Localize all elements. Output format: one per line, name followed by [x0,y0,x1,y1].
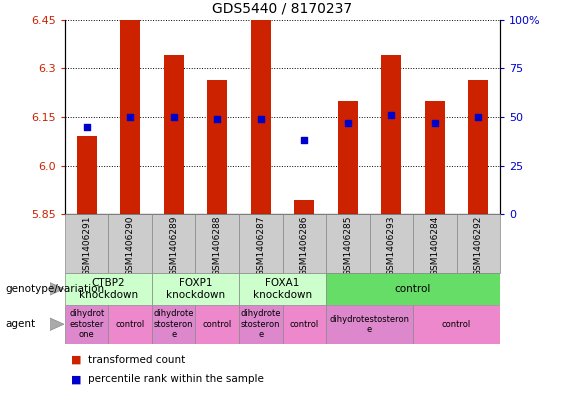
Bar [65,273,152,305]
Text: GSM1406284: GSM1406284 [431,216,439,276]
Bar [326,305,413,344]
Text: control: control [116,320,145,329]
Text: genotype/variation: genotype/variation [6,284,105,294]
Text: control: control [290,320,319,329]
Text: FOXP1
knockdown: FOXP1 knockdown [166,278,225,299]
Point [343,119,352,126]
Bar [239,305,282,344]
Text: GSM1406292: GSM1406292 [474,216,483,276]
Bar [282,305,326,344]
Text: GSM1406286: GSM1406286 [300,216,308,276]
Text: control: control [203,320,232,329]
Point [473,114,483,120]
Bar [152,214,195,273]
Bar [65,214,108,273]
Bar [338,101,358,214]
Text: CTBP2
knockdown: CTBP2 knockdown [79,278,138,299]
Text: dihydrote
stosteron
e: dihydrote stosteron e [241,309,281,339]
Text: GSM1406288: GSM1406288 [213,216,221,276]
Bar [282,214,326,273]
Text: GSM1406291: GSM1406291 [82,216,91,276]
Bar [370,214,413,273]
Point [82,123,92,130]
Text: GSM1406290: GSM1406290 [126,216,134,276]
Text: agent: agent [6,319,36,329]
Title: GDS5440 / 8170237: GDS5440 / 8170237 [212,2,353,16]
Bar [239,214,282,273]
Bar [468,80,488,214]
Bar [152,305,195,344]
Bar [425,101,445,214]
Text: dihydrote
stosteron
e: dihydrote stosteron e [154,309,194,339]
Text: dihydrot
estoster
one: dihydrot estoster one [69,309,105,339]
Text: control: control [442,320,471,329]
Bar [326,214,370,273]
Text: ■: ■ [71,374,81,384]
Bar [239,273,326,305]
Point [386,112,396,118]
Bar [326,273,500,305]
Polygon shape [50,318,64,331]
Bar [195,305,239,344]
Bar [108,305,152,344]
Bar [77,136,97,214]
Text: ■: ■ [71,354,81,365]
Bar [65,305,108,344]
Polygon shape [50,283,64,295]
Bar [207,80,227,214]
Bar [251,20,271,214]
Bar [381,55,401,214]
Bar [120,20,140,214]
Text: GSM1406285: GSM1406285 [344,216,352,276]
Text: GSM1406289: GSM1406289 [170,216,178,276]
Point [299,137,308,143]
Point [430,119,439,126]
Text: percentile rank within the sample: percentile rank within the sample [88,374,263,384]
Text: control: control [395,284,431,294]
Bar [294,200,314,214]
Bar [413,305,500,344]
Point [212,116,221,122]
Text: dihydrotestosteron
e: dihydrotestosteron e [329,314,410,334]
Bar [108,214,152,273]
Bar [457,214,500,273]
Point [256,116,265,122]
Text: transformed count: transformed count [88,354,185,365]
Text: FOXA1
knockdown: FOXA1 knockdown [253,278,312,299]
Bar [164,55,184,214]
Bar [195,214,239,273]
Point [169,114,178,120]
Point [125,114,134,120]
Text: GSM1406293: GSM1406293 [387,216,396,276]
Text: GSM1406287: GSM1406287 [257,216,265,276]
Bar [152,273,239,305]
Bar [413,214,457,273]
